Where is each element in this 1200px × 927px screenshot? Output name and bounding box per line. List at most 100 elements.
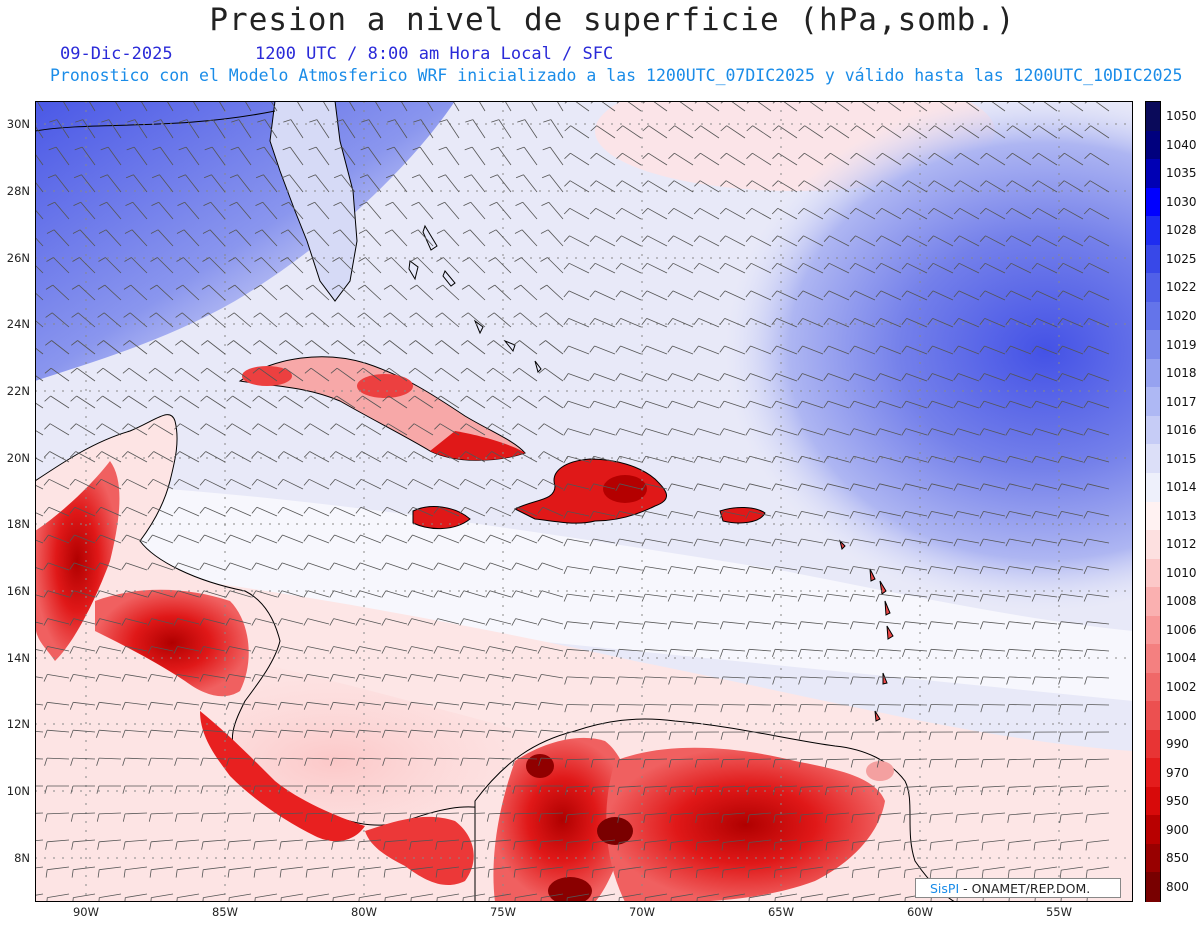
jamaica-landmass <box>412 506 471 529</box>
wind-barb-feather <box>382 367 390 374</box>
wind-barb <box>73 590 96 598</box>
wind-barb-feather <box>331 284 340 290</box>
wind-barb-feather <box>384 229 393 234</box>
wind-barb <box>413 478 434 490</box>
wind-barb-feather <box>1031 318 1038 325</box>
wind-barb <box>983 866 1006 871</box>
wind-barb <box>853 866 876 871</box>
wind-barb <box>595 180 616 193</box>
wind-barb-feather <box>252 367 260 374</box>
wind-barb <box>541 674 564 679</box>
wind-barb <box>516 562 538 571</box>
wind-barb <box>879 839 902 843</box>
wind-barb-feather <box>253 284 262 290</box>
wind-barb-feather <box>953 290 960 298</box>
wind-barb <box>134 119 148 139</box>
wind-barb-feather <box>460 757 464 766</box>
wind-barb <box>470 201 486 220</box>
wind-barb <box>672 345 694 355</box>
wind-barb-feather <box>1083 593 1088 602</box>
wind-barb-feather <box>825 842 828 851</box>
wind-barb <box>957 455 980 463</box>
wind-barb-feather <box>434 423 441 430</box>
wind-barb-feather <box>462 257 470 262</box>
wind-barb-feather <box>123 312 131 318</box>
wind-barb <box>438 534 460 544</box>
wind-barb-feather <box>173 451 180 458</box>
wind-barb-feather <box>979 483 984 491</box>
wind-barb-feather <box>824 152 831 159</box>
wind-barb <box>879 566 902 571</box>
wind-barb <box>827 538 850 544</box>
wind-barb <box>983 648 1006 652</box>
wind-barb <box>904 758 928 761</box>
wind-barb-feather <box>745 455 751 464</box>
wind-barb <box>411 893 434 898</box>
wind-barb-feather <box>43 618 49 626</box>
wind-barb-feather <box>643 787 646 796</box>
wind-barb <box>179 478 200 490</box>
wind-barb-feather <box>383 340 390 346</box>
wind-barb-feather <box>355 674 360 682</box>
wind-barb-feather <box>851 787 854 796</box>
wind-barb-feather <box>641 235 648 242</box>
wind-barb <box>829 262 850 274</box>
wind-barb-feather <box>513 312 521 318</box>
wind-barb-feather <box>643 870 646 879</box>
wind-barb <box>516 506 538 517</box>
wind-barb-feather <box>383 312 391 318</box>
wind-barb <box>55 146 70 166</box>
wind-barb <box>619 839 642 843</box>
wind-barb <box>176 757 200 760</box>
wind-barb-feather <box>1006 101 1011 104</box>
wind-barb <box>930 785 954 788</box>
wind-barb <box>620 318 642 328</box>
wind-barb <box>280 757 304 760</box>
wind-barb-feather <box>564 704 568 713</box>
wind-barb <box>100 534 122 544</box>
wind-barb-feather <box>331 340 338 346</box>
wind-barb <box>931 812 954 816</box>
wind-barb <box>1036 290 1058 301</box>
wind-barb-feather <box>199 451 206 458</box>
wind-barb-feather <box>589 455 595 464</box>
wind-barb-feather <box>147 562 153 570</box>
wind-barb <box>1035 621 1058 625</box>
wind-barb <box>155 340 174 355</box>
wind-barb <box>933 180 954 193</box>
wind-barb-feather <box>927 428 933 436</box>
wind-barb <box>830 152 850 166</box>
wind-barb <box>288 201 304 220</box>
wind-barb <box>673 262 694 274</box>
wind-barb-feather <box>356 730 360 738</box>
wind-barb-feather <box>1006 180 1013 187</box>
wind-barb <box>931 428 954 436</box>
wind-barb-feather <box>542 146 551 151</box>
wind-barb <box>722 785 746 788</box>
central-america-landmass <box>35 414 496 902</box>
wind-barb <box>439 451 460 463</box>
wind-barb-feather <box>1033 870 1036 879</box>
wind-barb <box>1064 125 1084 139</box>
wind-barb-feather <box>877 870 880 879</box>
wind-barb-feather <box>927 318 934 325</box>
wind-barb <box>493 340 512 355</box>
wind-barb <box>465 451 486 463</box>
wind-barb-feather <box>308 146 317 151</box>
wind-barb-feather <box>174 757 178 766</box>
wind-barb-feather <box>772 180 779 187</box>
wind-barb-feather <box>437 201 445 206</box>
wind-barb-feather <box>694 649 698 658</box>
wind-barb-feather <box>175 869 178 878</box>
wind-barb <box>417 229 434 247</box>
wind-barb <box>285 340 304 355</box>
wind-barb-feather <box>797 318 804 325</box>
wind-barb-feather <box>251 618 257 626</box>
wind-barb-feather <box>564 649 568 658</box>
wind-barb-feather <box>953 208 961 215</box>
wind-barb-feather <box>304 423 311 430</box>
wind-barb <box>35 621 44 625</box>
wind-barb <box>619 621 642 625</box>
wind-barb-feather <box>72 257 80 262</box>
wind-barb <box>159 174 174 193</box>
